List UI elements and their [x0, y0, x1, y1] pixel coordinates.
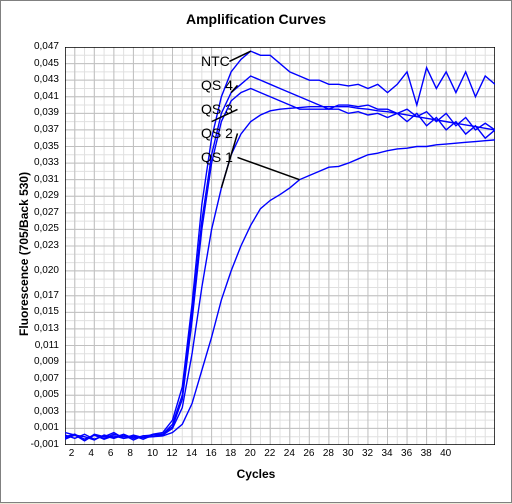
x-tick-label: 36	[401, 449, 412, 459]
x-tick-label: 34	[382, 449, 393, 459]
y-tick-label: 0,039	[34, 108, 59, 118]
x-tick-label: 4	[88, 449, 94, 459]
y-tick-label: 0,043	[34, 75, 59, 85]
x-tick-label: 26	[303, 449, 314, 459]
y-tick-label: 0,017	[34, 291, 59, 301]
y-tick-label: -0,001	[31, 440, 59, 450]
y-tick-label: 0,023	[34, 241, 59, 251]
x-tick-label: 24	[284, 449, 295, 459]
series-label-QS4: QS 4	[201, 77, 233, 93]
chart-title: Amplification Curves	[1, 11, 511, 27]
x-tick-label: 38	[421, 449, 432, 459]
x-tick-label: 22	[264, 449, 275, 459]
y-tick-label: 0,015	[34, 307, 59, 317]
x-tick-label: 18	[225, 449, 236, 459]
x-tick-label: 6	[108, 449, 114, 459]
y-tick-label: 0,005	[34, 390, 59, 400]
x-tick-label: 32	[362, 449, 373, 459]
y-tick-label: 0,041	[34, 92, 59, 102]
y-tick-label: 0,007	[34, 374, 59, 384]
x-tick-label: 16	[206, 449, 217, 459]
chart-panel: Amplification Curves Fluorescence (705/B…	[0, 0, 512, 503]
y-axis-label: Fluorescence (705/Back 530)	[17, 172, 31, 336]
x-tick-label: 28	[323, 449, 334, 459]
y-tick-label: 0,001	[34, 423, 59, 433]
plot-area	[65, 47, 495, 445]
series-label-QS2: QS 2	[201, 125, 233, 141]
y-tick-label: 0,020	[34, 266, 59, 276]
y-tick-label: 0,029	[34, 191, 59, 201]
series-label-QS1: QS 1	[201, 149, 233, 165]
x-tick-label: 40	[440, 449, 451, 459]
y-tick-label: 0,035	[34, 142, 59, 152]
y-tick-label: 0,013	[34, 324, 59, 334]
x-tick-label: 20	[245, 449, 256, 459]
x-tick-label: 30	[342, 449, 353, 459]
y-tick-label: 0,011	[35, 341, 59, 351]
x-tick-label: 14	[186, 449, 197, 459]
series-label-NTC: NTC	[201, 53, 230, 69]
y-tick-label: 0,027	[34, 208, 59, 218]
x-tick-label: 2	[69, 449, 75, 459]
y-tick-label: 0,037	[34, 125, 59, 135]
series-label-QS3: QS 3	[201, 101, 233, 117]
y-tick-label: 0,033	[34, 158, 59, 168]
x-tick-label: 12	[167, 449, 178, 459]
y-tick-label: 0,031	[34, 175, 59, 185]
plot-svg	[65, 47, 495, 445]
y-tick-label: 0,045	[34, 59, 59, 69]
y-tick-label: 0,047	[34, 42, 59, 52]
x-tick-label: 10	[147, 449, 158, 459]
x-axis-label: Cycles	[1, 467, 511, 481]
y-tick-label: 0,003	[34, 407, 59, 417]
x-tick-label: 8	[127, 449, 133, 459]
y-tick-label: 0,009	[34, 357, 59, 367]
y-tick-label: 0,025	[34, 224, 59, 234]
